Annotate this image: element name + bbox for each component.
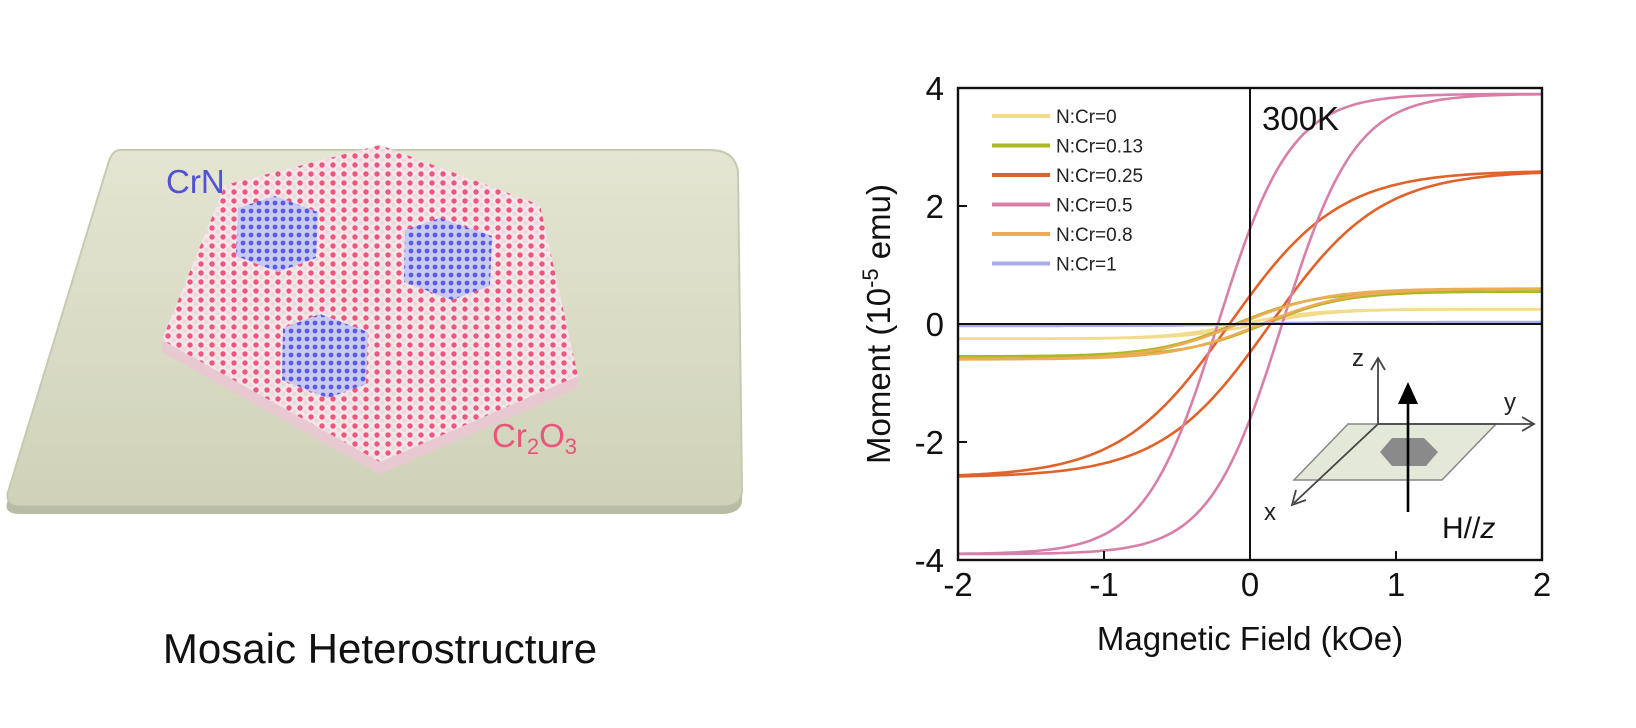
x-axis-label: Magnetic Field (kOe) xyxy=(1097,620,1403,657)
inset-x-axis xyxy=(1293,423,1379,504)
illustration-caption: Mosaic Heterostructure xyxy=(162,625,598,672)
x-tick-label: -2 xyxy=(943,566,972,603)
inset-field-label: H//z xyxy=(1442,512,1495,545)
inset-x-arrowhead xyxy=(1290,489,1307,507)
legend: N:Cr=0 N:Cr=0.13 N:Cr=0.25 N:Cr=0.5 N:Cr=0.8… xyxy=(992,107,1143,276)
cr2o3-label: Cr2O3 xyxy=(492,417,577,459)
legend-label: N:Cr=0.25 xyxy=(1056,166,1143,187)
heterostructure-illustration: CrN Cr2O3 xyxy=(6,145,744,514)
crn-domain-2 xyxy=(404,218,492,300)
x-tick-label: -1 xyxy=(1089,566,1118,603)
temperature-annotation: 300K xyxy=(1262,100,1339,137)
y-tick-label: -4 xyxy=(915,542,944,579)
inset-x-label: x xyxy=(1264,499,1276,526)
y-tick-label: -2 xyxy=(915,424,944,461)
y-tick-label: 2 xyxy=(926,188,944,225)
x-tick-label: 1 xyxy=(1387,566,1405,603)
legend-label: N:Cr=0.13 xyxy=(1056,137,1143,158)
legend-label: N:Cr=0.5 xyxy=(1056,196,1133,217)
inset-y-arrowhead xyxy=(1521,416,1536,432)
y-axis-label: Moment (10-5 emu) xyxy=(858,184,897,464)
y-tick-label: 4 xyxy=(926,70,944,107)
inset-field-arrowhead xyxy=(1398,382,1418,404)
inset-z-label: z xyxy=(1352,345,1364,372)
crn-domain-1 xyxy=(236,196,318,272)
crn-domain-3 xyxy=(282,314,368,398)
y-tick-label: 0 xyxy=(926,306,944,343)
inset-y-label: y xyxy=(1504,389,1516,416)
legend-label: N:Cr=0.8 xyxy=(1056,225,1133,246)
field-direction-inset: z y x H//z xyxy=(1264,345,1536,545)
x-tick-label: 2 xyxy=(1533,566,1551,603)
x-tick-label: 0 xyxy=(1241,566,1259,603)
inset-z-arrowhead xyxy=(1370,356,1386,371)
legend-label: N:Cr=1 xyxy=(1056,255,1117,276)
legend-label: N:Cr=0 xyxy=(1056,107,1117,128)
crn-label: CrN xyxy=(166,163,225,200)
